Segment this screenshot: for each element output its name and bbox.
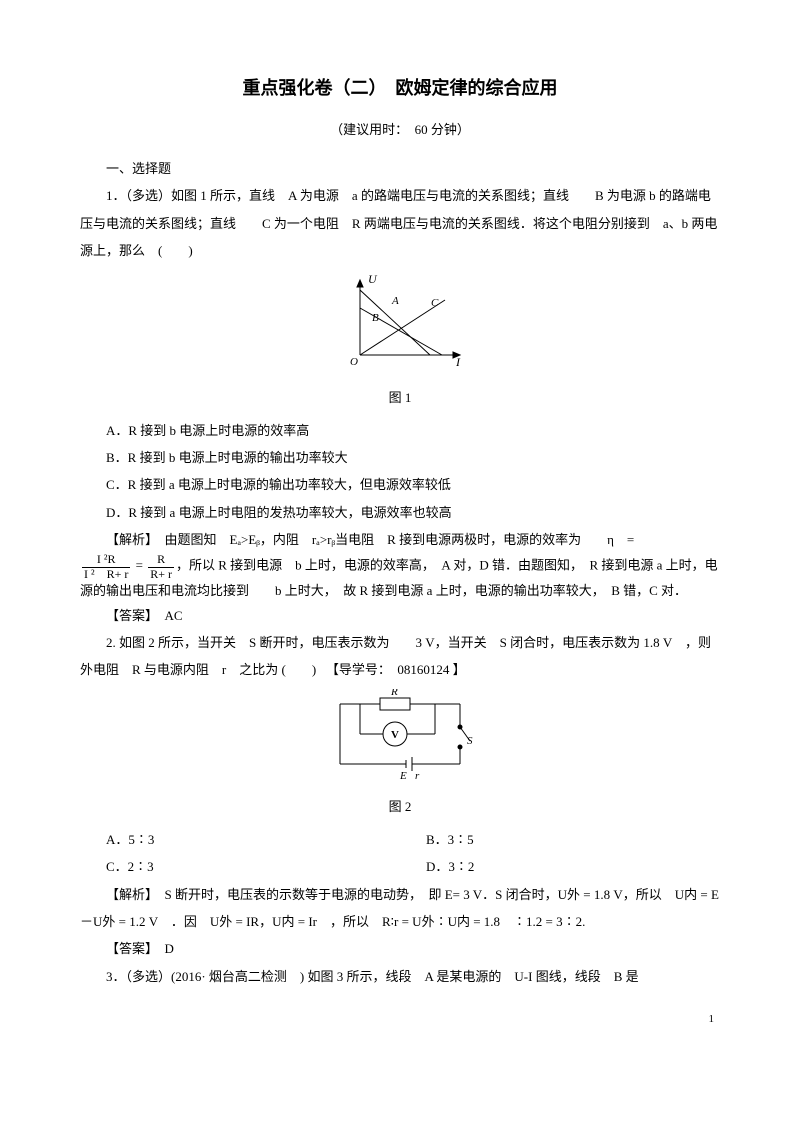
q1-option-d: D．R 接到 a 电源上时电阻的发热功率较大，电源效率也较高 [80, 499, 720, 526]
q2-option-a: A．5∶3 [80, 826, 400, 853]
label-s: S [467, 735, 473, 747]
q2-options-row1: A．5∶3 B．3∶5 [80, 826, 720, 853]
q3-stem: 3．（多选）(2016· 烟台高二检测 ) 如图 3 所示，线段 A 是某电源的… [80, 963, 720, 990]
figure-2: R V S E r [80, 689, 720, 788]
label-e: E [399, 770, 407, 779]
page-title: 重点强化卷（二） 欧姆定律的综合应用 [80, 70, 720, 108]
fraction-1: I ²R I ² R+ r [80, 553, 132, 580]
line-label-b: B [372, 312, 379, 324]
section-header: 一、选择题 [80, 155, 720, 182]
q1-explain-frac-line: I ²R I ² R+ r = R R+ r ，所以 R 接到电源 b 上时，电… [80, 553, 720, 601]
origin-label: O [350, 356, 358, 368]
label-v: V [391, 729, 399, 741]
equals-sign: = [136, 558, 147, 573]
q2-answer: 【答案】 D [80, 935, 720, 962]
figure-1-caption: 图 1 [80, 384, 720, 411]
figure-2-svg: R V S E r [320, 689, 480, 779]
q1-option-c: C．R 接到 a 电源上时电源的输出功率较大，但电源效率较低 [80, 471, 720, 498]
figure-2-caption: 图 2 [80, 793, 720, 820]
label-small-r: r [415, 770, 420, 779]
q2-option-c: C．2∶3 [80, 853, 400, 880]
q1-explain-pre: 【解析】 由题图知 Eₐ>Eᵦ，内阻 rₐ>rᵦ当电阻 R 接到电源两极时，电源… [106, 532, 634, 547]
q2-option-b: B．3∶5 [400, 826, 720, 853]
line-label-a: A [391, 295, 399, 307]
q1-option-a: A．R 接到 b 电源上时电源的效率高 [80, 417, 720, 444]
line-label-c: C [431, 297, 439, 309]
figure-1: U I A B C O [80, 270, 720, 379]
page-number: 1 [80, 1008, 720, 1031]
subtitle: （建议用时： 60 分钟） [80, 116, 720, 143]
q1-answer: 【答案】 AC [80, 602, 720, 629]
figure-1-svg: U I A B C O [330, 270, 470, 370]
q2-stem: 2. 如图 2 所示，当开关 S 断开时，电压表示数为 3 V，当开关 S 闭合… [80, 629, 720, 684]
q1-options: A．R 接到 b 电源上时电源的效率高 B．R 接到 b 电源上时电源的输出功率… [80, 417, 720, 526]
fraction-2: R R+ r [146, 553, 176, 580]
q1-stem: 1．（多选）如图 1 所示，直线 A 为电源 a 的路端电压与电流的关系图线；直… [80, 182, 720, 264]
axis-label-u: U [368, 272, 378, 286]
label-r: R [390, 689, 398, 698]
q2-explain: 【解析】 S 断开时，电压表的示数等于电源的电动势， 即 E= 3 V．S 闭合… [80, 881, 720, 936]
q2-options-row2: C．2∶3 D．3∶2 [80, 853, 720, 880]
q1-option-b: B．R 接到 b 电源上时电源的输出功率较大 [80, 444, 720, 471]
axis-label-i: I [455, 355, 461, 369]
page: 重点强化卷（二） 欧姆定律的综合应用 （建议用时： 60 分钟） 一、选择题 1… [0, 0, 800, 1071]
q2-option-d: D．3∶2 [400, 853, 720, 880]
q1-explain: 【解析】 由题图知 Eₐ>Eᵦ，内阻 rₐ>rᵦ当电阻 R 接到电源两极时，电源… [80, 526, 720, 553]
